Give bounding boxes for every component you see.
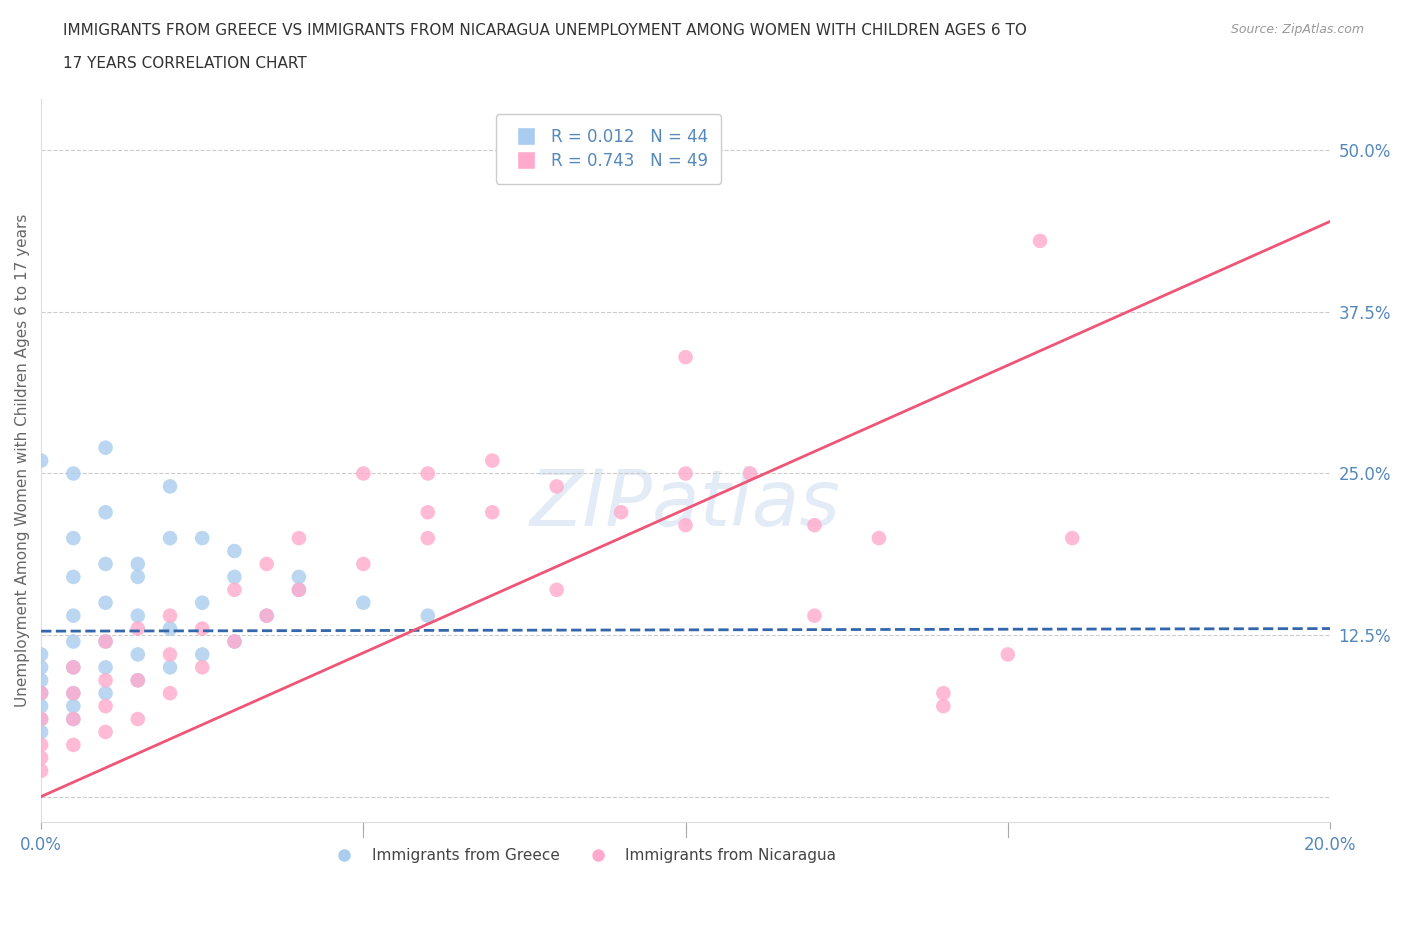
Point [159,660,181,675]
Point [62,737,84,752]
Point [62,660,84,675]
Point [94,634,117,649]
Point [256,556,278,571]
Point [127,621,149,636]
Point [352,466,374,481]
Point [352,595,374,610]
Point [30,453,52,468]
Point [30,737,52,752]
Point [62,698,84,713]
Point [94,505,117,520]
Point [546,479,568,494]
Point [62,608,84,623]
Point [191,531,214,546]
Text: Source: ZipAtlas.com: Source: ZipAtlas.com [1230,23,1364,36]
Point [62,685,84,700]
Point [30,647,52,662]
Point [30,660,52,675]
Point [30,685,52,700]
Point [94,685,117,700]
Point [94,634,117,649]
Point [62,711,84,726]
Point [127,569,149,584]
Point [288,582,311,597]
Point [94,595,117,610]
Point [997,647,1019,662]
Point [30,685,52,700]
Point [191,647,214,662]
Point [30,698,52,713]
Point [159,647,181,662]
Point [738,466,761,481]
Point [932,685,955,700]
Point [30,751,52,765]
Point [1062,531,1084,546]
Point [288,569,311,584]
Point [94,440,117,455]
Text: 17 YEARS CORRELATION CHART: 17 YEARS CORRELATION CHART [63,56,307,71]
Point [191,621,214,636]
Point [610,505,633,520]
Point [224,582,246,597]
Point [62,711,84,726]
Point [127,556,149,571]
Point [127,608,149,623]
Point [1029,233,1052,248]
Point [94,698,117,713]
Point [675,350,697,365]
Point [30,711,52,726]
Point [546,582,568,597]
Point [352,556,374,571]
Point [94,672,117,687]
Legend: Immigrants from Greece, Immigrants from Nicaragua: Immigrants from Greece, Immigrants from … [323,842,842,869]
Text: ZIPatlas: ZIPatlas [530,466,841,542]
Point [127,672,149,687]
Point [62,466,84,481]
Point [675,466,697,481]
Point [416,608,439,623]
Point [62,660,84,675]
Point [30,724,52,739]
Point [224,544,246,559]
Point [159,531,181,546]
Point [224,634,246,649]
Point [94,724,117,739]
Point [803,518,825,533]
Point [675,518,697,533]
Point [127,647,149,662]
Point [803,608,825,623]
Point [416,466,439,481]
Point [30,711,52,726]
Point [30,764,52,778]
Y-axis label: Unemployment Among Women with Children Ages 6 to 17 years: Unemployment Among Women with Children A… [15,214,30,707]
Point [256,608,278,623]
Point [416,531,439,546]
Point [191,595,214,610]
Point [62,685,84,700]
Point [94,660,117,675]
Text: IMMIGRANTS FROM GREECE VS IMMIGRANTS FROM NICARAGUA UNEMPLOYMENT AMONG WOMEN WIT: IMMIGRANTS FROM GREECE VS IMMIGRANTS FRO… [63,23,1028,38]
Point [288,531,311,546]
Point [224,634,246,649]
Point [288,582,311,597]
Point [159,479,181,494]
Point [94,556,117,571]
Point [416,505,439,520]
Point [159,608,181,623]
Point [256,608,278,623]
Point [224,569,246,584]
Point [62,569,84,584]
Point [481,453,503,468]
Point [159,685,181,700]
Point [191,660,214,675]
Point [30,672,52,687]
Point [127,711,149,726]
Point [481,505,503,520]
Point [868,531,890,546]
Point [127,672,149,687]
Point [159,621,181,636]
Point [62,531,84,546]
Point [932,698,955,713]
Point [62,634,84,649]
